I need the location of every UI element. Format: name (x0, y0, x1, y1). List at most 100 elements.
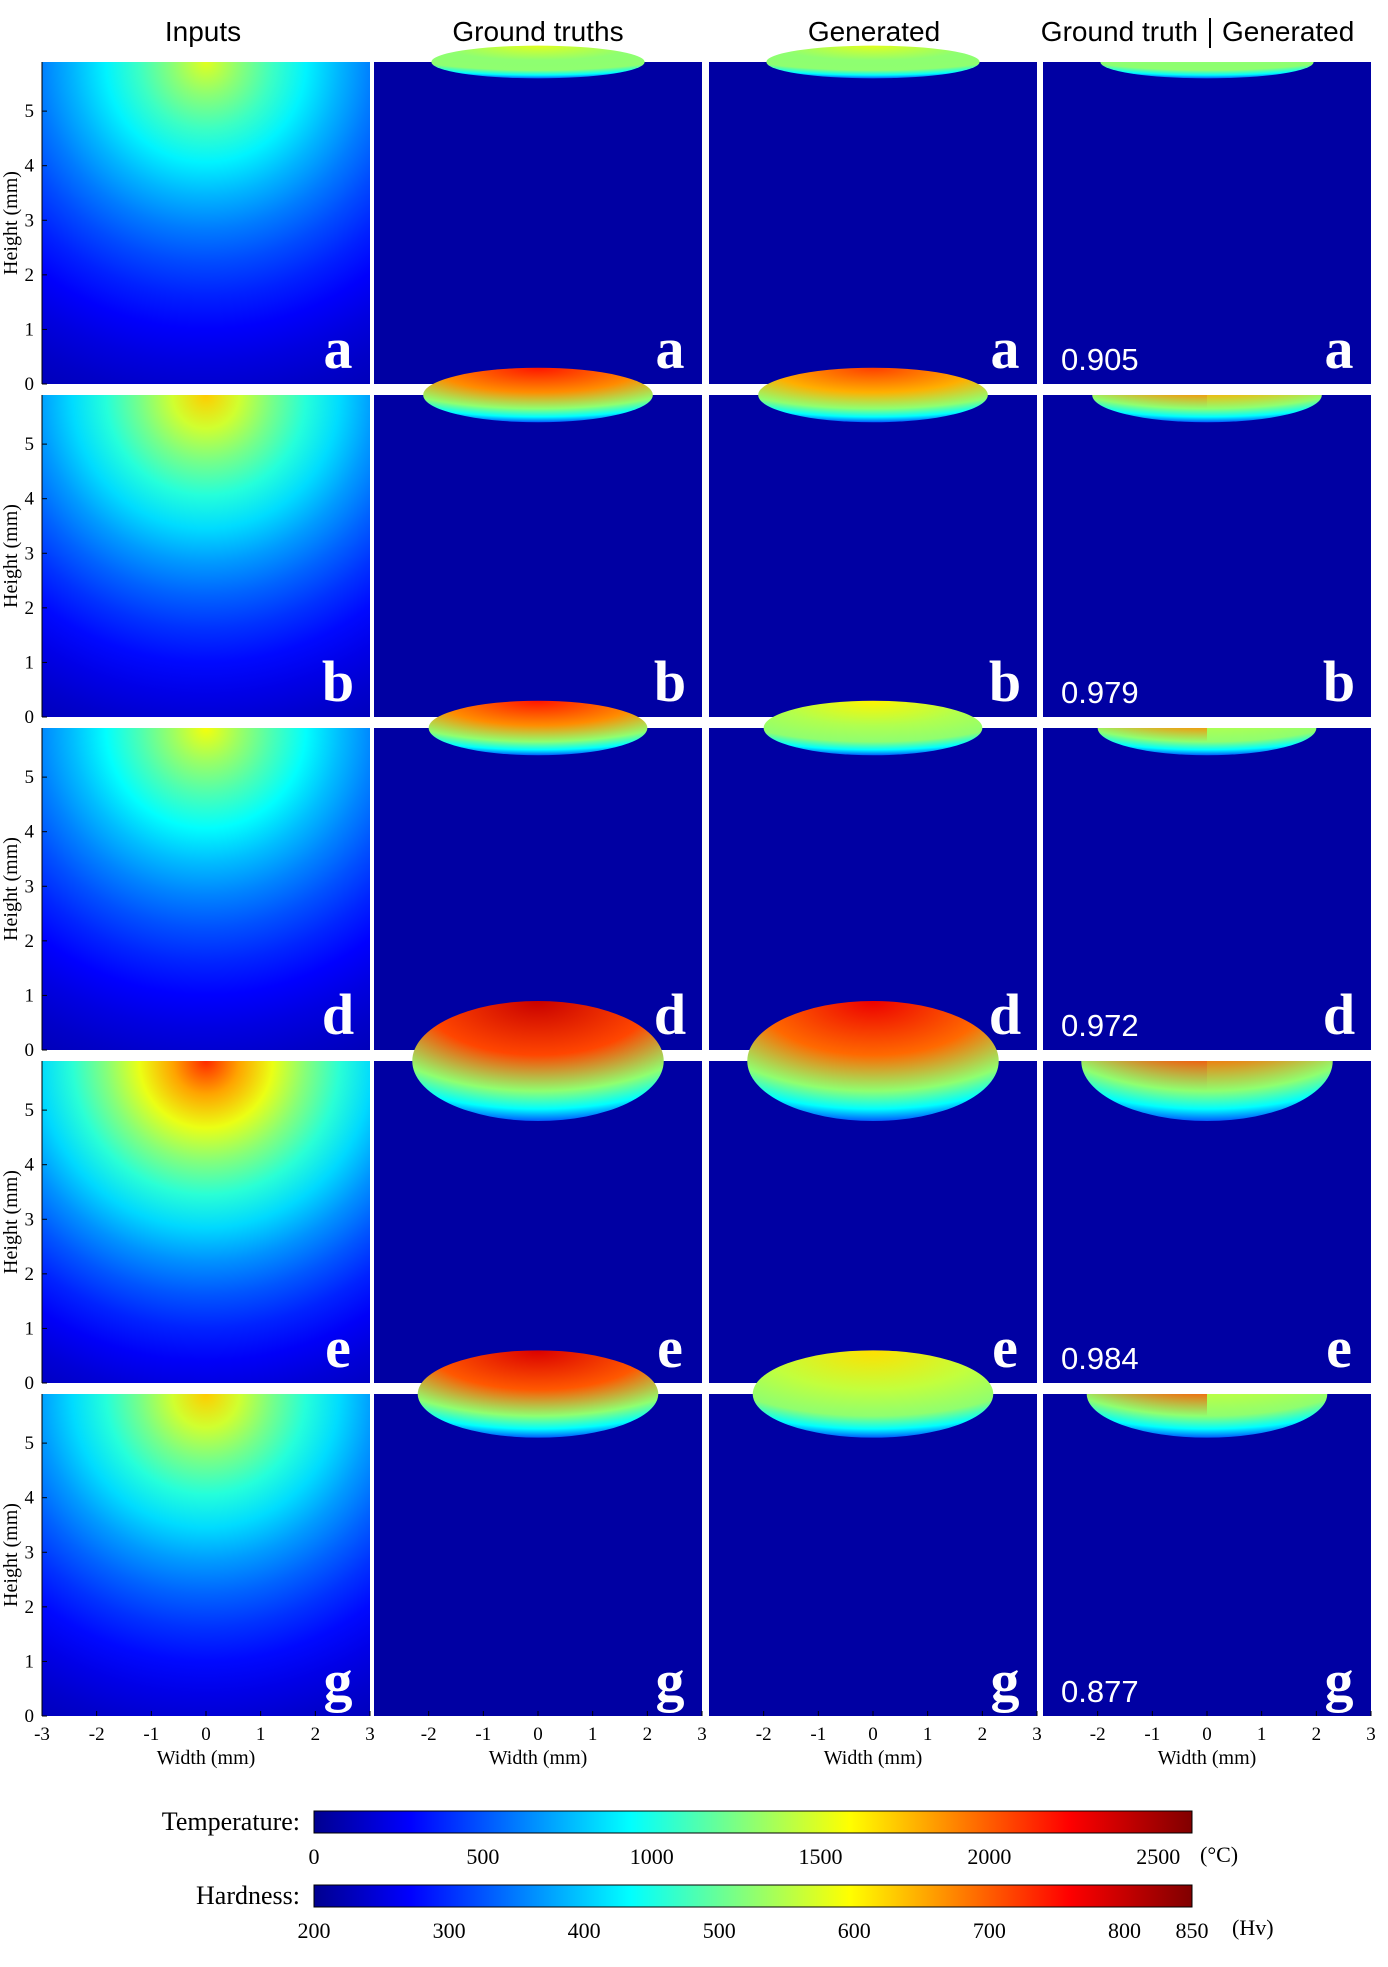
x-tick-label: 1 (923, 1724, 933, 1745)
colorbar-temperature-label: Temperature: (162, 1807, 300, 1836)
y-tick-label: 1 (25, 652, 35, 673)
colorbar-tick-label: 0 (309, 1844, 320, 1869)
colorbar-tick-label: 600 (838, 1918, 871, 1943)
input-field (42, 395, 370, 717)
row-label: a (656, 316, 685, 381)
heatmap-panel-e-2: e (374, 1000, 702, 1383)
y-tick-label: 2 (25, 931, 35, 952)
row-label: b (654, 649, 686, 714)
heatmap-panel-b-4: 0.979 b (1043, 395, 1371, 717)
y-tick-label: 3 (25, 1542, 35, 1563)
panel-background (1043, 395, 1371, 717)
hardened-zone (1207, 728, 1317, 756)
x-tick-label: 0 (533, 1724, 543, 1745)
hardened-zone (428, 700, 648, 756)
heatmap-panel-d-2: d (374, 700, 702, 1050)
y-tick-label: 3 (25, 1209, 35, 1230)
column-title-generated: Generated (808, 16, 940, 47)
colorbar-hardness-bar (313, 1884, 1193, 1908)
heatmap-panel-a-4: 0.905 a (1043, 62, 1371, 384)
hardened-zone (1097, 728, 1207, 756)
y-tick-label: 0 (25, 1040, 35, 1061)
x-tick-label: 3 (697, 1724, 707, 1745)
input-field (42, 728, 370, 1050)
x-tick-label: -2 (756, 1724, 772, 1745)
panel-background (374, 62, 702, 384)
y-tick-label: 1 (25, 319, 35, 340)
hardened-zone (1207, 62, 1314, 79)
column-title-generated-half: Generated (1222, 16, 1354, 47)
column-title-ground-truths: Ground truths (452, 16, 623, 47)
row-label: d (1323, 982, 1355, 1047)
row-label: b (989, 649, 1021, 714)
row-label: e (992, 1315, 1018, 1380)
y-tick-label: 4 (25, 156, 35, 177)
hardened-zone (1207, 395, 1322, 423)
colorbar-tick-label: 1000 (630, 1844, 674, 1869)
x-tick-label: 2 (643, 1724, 653, 1745)
y-axis-label: Height (mm) (0, 171, 22, 275)
colorbar-tick-label: 300 (433, 1918, 466, 1943)
hardened-zone (766, 45, 980, 79)
y-tick-label: 0 (25, 1373, 35, 1394)
heatmap-panel-g-2: g (374, 1350, 702, 1716)
y-tick-label: 5 (25, 767, 35, 788)
heatmap-panel-g-4: 0.877 g (1043, 1394, 1371, 1716)
x-tick-label: 0 (1202, 1724, 1212, 1745)
hardened-zone (752, 1350, 994, 1438)
y-tick-label: 5 (25, 434, 35, 455)
heatmap-panel-d-1: d (42, 728, 370, 1050)
colorbar-tick-label: 700 (973, 1918, 1006, 1943)
y-tick-label: 2 (25, 598, 35, 619)
column-title-ground-truth-half: Ground truth (1041, 16, 1198, 47)
similarity-score: 0.972 (1061, 1008, 1139, 1043)
y-axis-label: Height (mm) (0, 1170, 22, 1274)
y-tick-label: 0 (25, 374, 35, 395)
row-label: b (322, 649, 354, 714)
x-tick-label: 1 (1257, 1724, 1267, 1745)
y-tick-label: 1 (25, 1318, 35, 1339)
heatmap-panel-d-3: d (709, 700, 1037, 1050)
x-tick-label: 0 (201, 1724, 211, 1745)
heatmap-panel-a-2: a (374, 45, 702, 384)
similarity-score: 0.984 (1061, 1341, 1139, 1376)
hardened-zone (1207, 1061, 1333, 1122)
heatmap-panel-g-3: g (709, 1350, 1037, 1716)
panel-background (374, 395, 702, 717)
y-tick-label: 3 (25, 210, 35, 231)
input-field (42, 1394, 370, 1716)
y-tick-label: 0 (25, 707, 35, 728)
row-label: b (1323, 649, 1355, 714)
x-tick-label: 3 (365, 1724, 375, 1745)
row-label: g (656, 1648, 685, 1713)
hardened-zone (1207, 1394, 1328, 1438)
heatmap-panel-b-2: b (374, 367, 702, 717)
heatmap-panel-b-1: b (42, 395, 370, 717)
colorbar-tick-label: 200 (298, 1918, 331, 1943)
input-field (42, 62, 370, 384)
x-tick-label: 3 (1366, 1724, 1376, 1745)
x-tick-label: -2 (89, 1724, 105, 1745)
similarity-score: 0.877 (1061, 1674, 1139, 1709)
colorbar-tick-label: 500 (703, 1918, 736, 1943)
x-tick-label: 1 (588, 1724, 598, 1745)
colorbar-tick-label: 1500 (799, 1844, 843, 1869)
row-label: a (991, 316, 1020, 381)
hardened-zone (417, 1350, 659, 1438)
panel-background (1043, 1394, 1371, 1716)
input-field (42, 1061, 370, 1383)
hardened-zone (1081, 1061, 1207, 1122)
colorbar-temperature: Temperature: 0 500 1000 1500 2000 2500 (°C) (162, 1807, 1238, 1869)
colorbar-hardness-label: Hardness: (196, 1881, 300, 1910)
y-tick-label: 1 (25, 985, 35, 1006)
hardened-zone (1092, 395, 1207, 423)
y-axis-label: Height (mm) (0, 837, 22, 941)
panel-background (1043, 728, 1371, 1050)
colorbar-temperature-unit: (°C) (1200, 1842, 1238, 1867)
row-label: d (322, 982, 354, 1047)
x-tick-label: -1 (475, 1724, 491, 1745)
row-label: g (1325, 1648, 1354, 1713)
x-tick-label: 1 (256, 1724, 266, 1745)
x-axis-label: Width (mm) (1158, 1747, 1257, 1769)
